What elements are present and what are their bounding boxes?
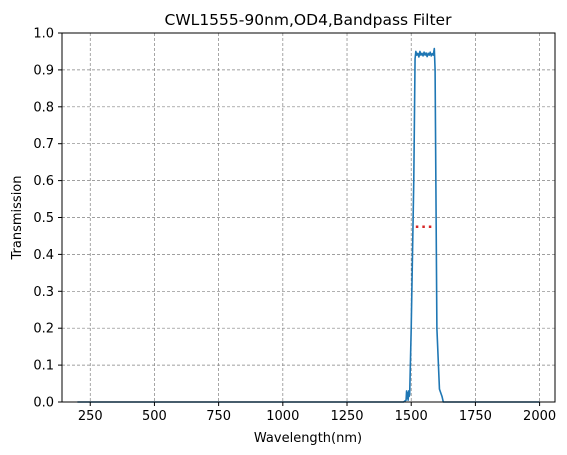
x-tick-label: 750 <box>206 409 231 424</box>
y-tick-label: 0.6 <box>33 174 54 189</box>
x-tick-label: 1750 <box>459 409 492 424</box>
series-line-1 <box>77 47 540 403</box>
x-tick-label: 2000 <box>523 409 556 424</box>
y-axis-title: Transmission <box>10 176 25 261</box>
y-tick-label: 0.4 <box>33 248 54 263</box>
y-tick-label: 0.0 <box>33 396 54 411</box>
x-tick-label: 500 <box>142 409 167 424</box>
x-tick-label: 250 <box>78 409 103 424</box>
x-tick-label: 1250 <box>330 409 363 424</box>
x-tick-label: 1500 <box>395 409 428 424</box>
x-tick-label: 1000 <box>266 409 299 424</box>
x-axis-title: Wavelength(nm) <box>254 431 362 446</box>
y-tick-label: 0.1 <box>33 359 54 374</box>
y-tick-label: 0.7 <box>33 137 54 152</box>
chart-title: CWL1555-90nm,OD4,Bandpass Filter <box>165 11 453 29</box>
series-layer <box>77 47 540 403</box>
y-axis: 0.0 0.1 0.2 0.3 0.4 0.5 0.6 0.7 0.8 0.9 1.0 <box>33 27 62 411</box>
y-tick-label: 0.9 <box>33 63 54 78</box>
grid <box>62 32 555 403</box>
y-tick-label: 0.3 <box>33 285 54 300</box>
y-tick-label: 0.2 <box>33 322 54 337</box>
y-tick-label: 0.8 <box>33 100 54 115</box>
y-tick-label: 0.5 <box>33 211 54 226</box>
x-axis: 250 500 750 1000 1250 1500 1750 2000 <box>78 402 556 424</box>
y-tick-label: 1.0 <box>33 27 54 42</box>
